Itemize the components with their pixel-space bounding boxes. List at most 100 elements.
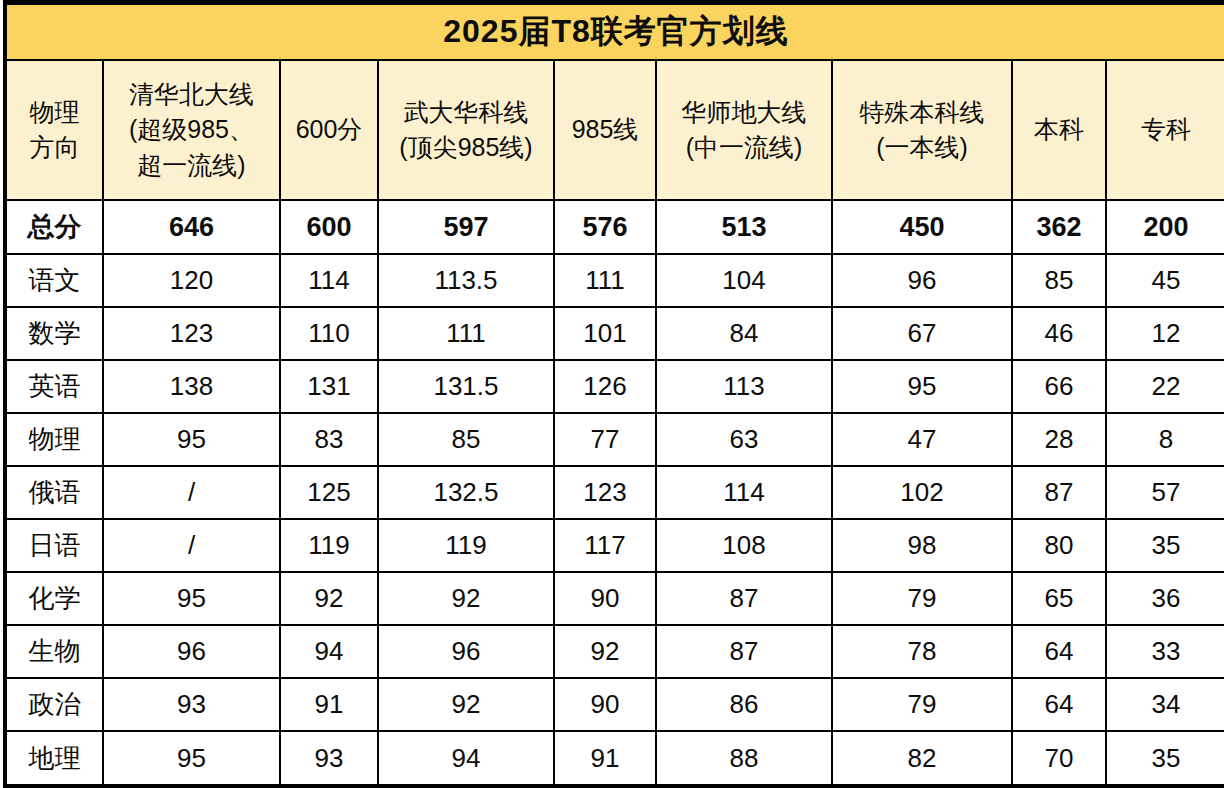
- score-cell: 123: [103, 307, 280, 360]
- score-cell: 123: [554, 466, 656, 519]
- score-cell: 87: [656, 625, 832, 678]
- score-cell: 113: [656, 360, 832, 413]
- table-header-row: 物理 方向清华北大线 (超级985、 超一流线)600分武大华科线 (顶尖985…: [5, 60, 1224, 200]
- score-cell: 450: [832, 200, 1012, 254]
- score-cell: 110: [280, 307, 378, 360]
- score-cell: 125: [280, 466, 378, 519]
- score-cell: 87: [1012, 466, 1106, 519]
- score-cell: 576: [554, 200, 656, 254]
- score-cell: 119: [378, 519, 554, 572]
- score-cell: 83: [280, 413, 378, 466]
- row-label: 政治: [5, 678, 103, 731]
- score-cell: 111: [378, 307, 554, 360]
- score-cell: 96: [378, 625, 554, 678]
- table-row-总分: 总分646600597576513450362200: [5, 200, 1224, 254]
- score-cell: 84: [656, 307, 832, 360]
- header-cell: 华师地大线 (中一流线): [656, 60, 832, 200]
- table-row-日语: 日语/119119117108988035: [5, 519, 1224, 572]
- score-cell: 35: [1106, 519, 1224, 572]
- table-row-政治: 政治9391929086796434: [5, 678, 1224, 731]
- score-cell: 47: [832, 413, 1012, 466]
- row-label: 俄语: [5, 466, 103, 519]
- table-row-化学: 化学9592929087796536: [5, 572, 1224, 625]
- score-cell: 362: [1012, 200, 1106, 254]
- score-cell: /: [103, 519, 280, 572]
- table-row-生物: 生物9694969287786433: [5, 625, 1224, 678]
- row-label: 化学: [5, 572, 103, 625]
- score-cell: 138: [103, 360, 280, 413]
- page-title: 2025届T8联考官方划线: [5, 3, 1224, 61]
- score-cell: 104: [656, 254, 832, 307]
- score-cell: 35: [1106, 731, 1224, 786]
- score-cell: 113.5: [378, 254, 554, 307]
- row-label: 物理: [5, 413, 103, 466]
- row-label: 地理: [5, 731, 103, 786]
- row-label: 生物: [5, 625, 103, 678]
- header-cell: 专科: [1106, 60, 1224, 200]
- header-cell: 本科: [1012, 60, 1106, 200]
- score-cell: 117: [554, 519, 656, 572]
- table-row-数学: 数学12311011110184674612: [5, 307, 1224, 360]
- score-cell: 66: [1012, 360, 1106, 413]
- row-label: 总分: [5, 200, 103, 254]
- score-cell: 65: [1012, 572, 1106, 625]
- score-cell: 79: [832, 572, 1012, 625]
- score-cell: 132.5: [378, 466, 554, 519]
- score-cell: 67: [832, 307, 1012, 360]
- score-cell: 80: [1012, 519, 1106, 572]
- score-cell: 96: [103, 625, 280, 678]
- score-cell: 64: [1012, 625, 1106, 678]
- score-cell: 131: [280, 360, 378, 413]
- table-row-物理: 物理958385776347288: [5, 413, 1224, 466]
- score-cell: 95: [103, 731, 280, 786]
- score-cell: 513: [656, 200, 832, 254]
- score-cell: 600: [280, 200, 378, 254]
- score-cell: 96: [832, 254, 1012, 307]
- header-cell: 清华北大线 (超级985、 超一流线): [103, 60, 280, 200]
- score-cell: 77: [554, 413, 656, 466]
- header-cell: 600分: [280, 60, 378, 200]
- score-cell: 95: [103, 572, 280, 625]
- score-cell: 114: [656, 466, 832, 519]
- score-table-sheet: 2025届T8联考官方划线 物理 方向清华北大线 (超级985、 超一流线)60…: [0, 0, 1224, 788]
- table-title-row: 2025届T8联考官方划线: [5, 3, 1224, 61]
- score-cell: 85: [378, 413, 554, 466]
- score-cell: 90: [554, 678, 656, 731]
- score-cell: 92: [554, 625, 656, 678]
- score-cell: 111: [554, 254, 656, 307]
- score-cell: 46: [1012, 307, 1106, 360]
- score-cell: 90: [554, 572, 656, 625]
- score-cell: 8: [1106, 413, 1224, 466]
- table-row-俄语: 俄语/125132.51231141028757: [5, 466, 1224, 519]
- table-row-地理: 地理9593949188827035: [5, 731, 1224, 786]
- score-cell: 64: [1012, 678, 1106, 731]
- score-cell: 70: [1012, 731, 1106, 786]
- score-cell: 646: [103, 200, 280, 254]
- score-cell: /: [103, 466, 280, 519]
- score-table: 2025届T8联考官方划线 物理 方向清华北大线 (超级985、 超一流线)60…: [3, 0, 1224, 788]
- score-cell: 88: [656, 731, 832, 786]
- score-cell: 114: [280, 254, 378, 307]
- score-cell: 57: [1106, 466, 1224, 519]
- header-cell: 武大华科线 (顶尖985线): [378, 60, 554, 200]
- score-cell: 108: [656, 519, 832, 572]
- score-cell: 200: [1106, 200, 1224, 254]
- score-cell: 63: [656, 413, 832, 466]
- score-cell: 79: [832, 678, 1012, 731]
- score-cell: 95: [832, 360, 1012, 413]
- score-cell: 91: [554, 731, 656, 786]
- row-label: 数学: [5, 307, 103, 360]
- score-cell: 92: [378, 572, 554, 625]
- score-cell: 101: [554, 307, 656, 360]
- score-cell: 102: [832, 466, 1012, 519]
- score-cell: 94: [280, 625, 378, 678]
- score-cell: 597: [378, 200, 554, 254]
- header-cell-direction: 物理 方向: [5, 60, 103, 200]
- score-cell: 82: [832, 731, 1012, 786]
- score-cell: 94: [378, 731, 554, 786]
- row-label: 英语: [5, 360, 103, 413]
- score-cell: 85: [1012, 254, 1106, 307]
- score-cell: 92: [378, 678, 554, 731]
- row-label: 日语: [5, 519, 103, 572]
- score-cell: 86: [656, 678, 832, 731]
